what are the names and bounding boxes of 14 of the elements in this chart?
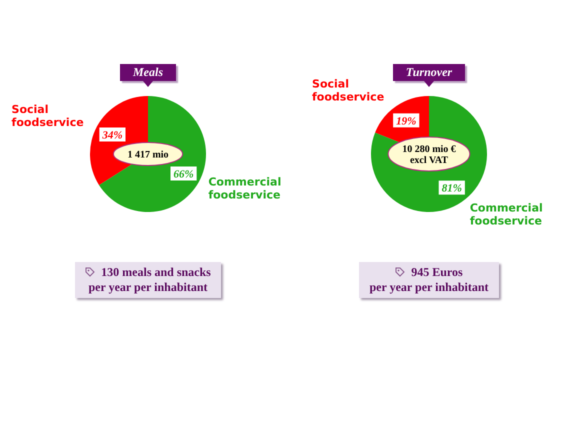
chart-title: Meals	[120, 64, 176, 81]
data-label: 34%	[101, 129, 123, 142]
chart-title: Turnover	[392, 64, 466, 81]
data-label: 81%	[442, 182, 462, 194]
data-label: 19%	[396, 115, 416, 128]
text: 130 meals and snacks per year per inhabitant	[88, 265, 211, 294]
slice-label: Social foodservice	[312, 77, 384, 104]
slice-label: Social foodservice	[12, 103, 84, 130]
slice-label: Commercial foodservice	[470, 201, 543, 228]
text: 10 280 mio € excl VAT	[402, 144, 456, 166]
text: 945 Euros per year per inhabitant	[369, 265, 488, 294]
text: 1 417 mio	[127, 150, 169, 161]
data-label: 66%	[173, 168, 194, 180]
slice-label: Commercial foodservice	[208, 175, 282, 202]
